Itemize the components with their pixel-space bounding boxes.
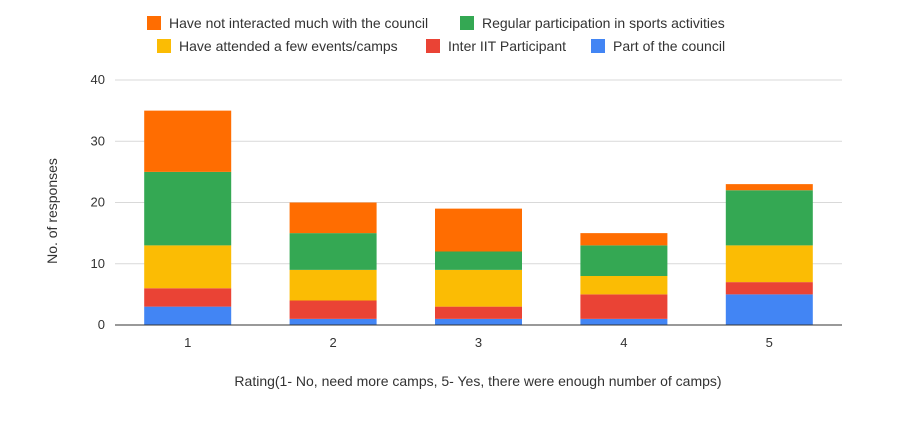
y-axis-title: No. of responses (44, 158, 60, 264)
bar-segment-1-have-not-interacted-much-with-the-council (144, 110, 232, 172)
bars (144, 110, 813, 325)
bar-segment-1-inter-iit-participant (144, 288, 232, 307)
bar-segment-5-have-attended-a-few-events-camps (725, 245, 813, 283)
bar-segment-3-regular-participation-in-sports-activities (435, 251, 522, 270)
x-tick-label: 4 (620, 335, 627, 350)
legend-item: Part of the council (591, 38, 725, 54)
bar-segment-1-part-of-the-council (144, 306, 232, 325)
y-axis-ticks: 0 10 20 30 40 (91, 72, 105, 332)
legend-item: Have not interacted much with the counci… (147, 15, 428, 31)
bar-segment-4-inter-iit-participant (580, 294, 668, 319)
y-tick-label: 20 (91, 195, 105, 210)
bar-segment-3-part-of-the-council (435, 318, 522, 325)
legend-label: Have not interacted much with the counci… (169, 15, 428, 31)
bar-segment-4-regular-participation-in-sports-activities (580, 245, 668, 276)
legend-item: Regular participation in sports activiti… (460, 15, 725, 31)
legend: Have not interacted much with the counci… (147, 15, 725, 54)
legend-swatch (591, 39, 605, 53)
bar-segment-4-have-not-interacted-much-with-the-council (580, 233, 668, 246)
bar-segment-2-have-not-interacted-much-with-the-council (289, 202, 377, 234)
x-axis-ticks: 1 2 3 4 5 (184, 335, 773, 350)
bar-segment-5-regular-participation-in-sports-activities (725, 190, 813, 246)
legend-swatch (460, 16, 474, 30)
bar-segment-1-regular-participation-in-sports-activities (144, 171, 232, 246)
x-tick-label: 5 (766, 335, 773, 350)
bar-segment-4-part-of-the-council (580, 318, 668, 325)
bar-segment-2-part-of-the-council (289, 318, 377, 325)
bar-segment-3-inter-iit-participant (435, 306, 522, 319)
y-tick-label: 10 (91, 256, 105, 271)
legend-swatch (426, 39, 440, 53)
bar-segment-2-regular-participation-in-sports-activities (289, 233, 377, 270)
bar-segment-4-have-attended-a-few-events-camps (580, 276, 668, 295)
legend-item: Have attended a few events/camps (157, 38, 398, 54)
legend-label: Have attended a few events/camps (179, 38, 398, 54)
y-tick-label: 30 (91, 133, 105, 148)
bar-segment-5-inter-iit-participant (725, 282, 813, 295)
x-axis-title: Rating(1- No, need more camps, 5- Yes, t… (234, 373, 721, 389)
bar-segment-5-have-not-interacted-much-with-the-council (725, 184, 813, 191)
legend-label: Regular participation in sports activiti… (482, 15, 725, 31)
legend-swatch (147, 16, 161, 30)
legend-swatch (157, 39, 171, 53)
legend-label: Part of the council (613, 38, 725, 54)
bar-segment-3-have-attended-a-few-events-camps (435, 269, 522, 307)
x-tick-label: 3 (475, 335, 482, 350)
x-tick-label: 2 (329, 335, 336, 350)
bar-segment-1-have-attended-a-few-events-camps (144, 245, 232, 289)
bar-segment-3-have-not-interacted-much-with-the-council (435, 208, 522, 252)
x-tick-label: 1 (184, 335, 191, 350)
bar-segment-2-have-attended-a-few-events-camps (289, 269, 377, 301)
y-tick-label: 40 (91, 72, 105, 87)
legend-item: Inter IIT Participant (426, 38, 566, 54)
bar-segment-5-part-of-the-council (725, 294, 813, 325)
y-tick-label: 0 (98, 317, 105, 332)
bar-segment-2-inter-iit-participant (289, 300, 377, 319)
legend-label: Inter IIT Participant (448, 38, 566, 54)
